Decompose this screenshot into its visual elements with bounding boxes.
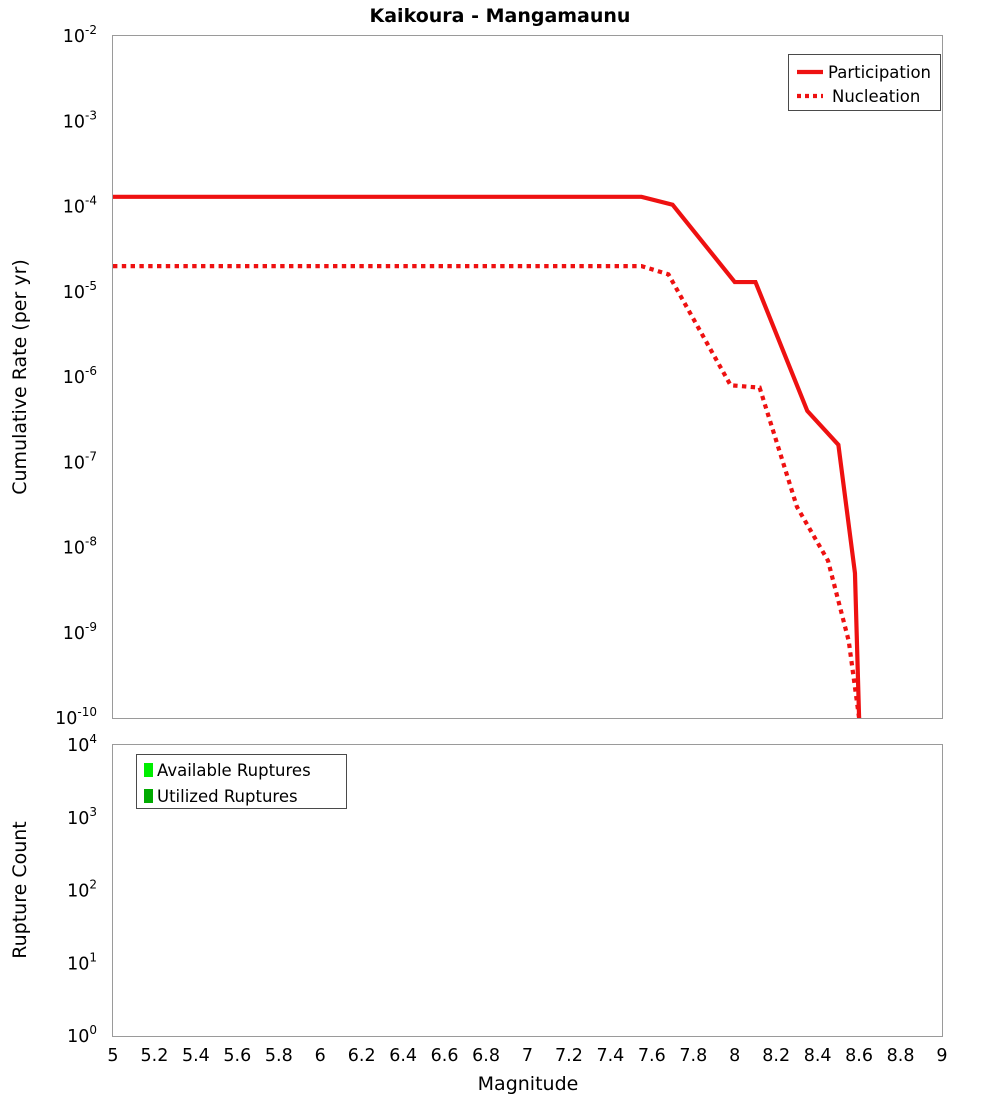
x-tick-label: 9 (936, 1046, 947, 1066)
x-tick-label: 8.8 (887, 1046, 915, 1066)
top-plot-frame (113, 36, 943, 719)
top-legend: Participation Nucleation (789, 55, 941, 111)
x-tick-label: 5 (107, 1046, 118, 1066)
x-axis-label: Magnitude (478, 1073, 579, 1095)
figure-container: Kaikoura - Mangamaunu 10-210-310-410-510… (0, 0, 1000, 1100)
chart-title: Kaikoura - Mangamaunu (370, 5, 631, 27)
top-y-axis-label: Cumulative Rate (per yr) (9, 259, 31, 495)
bottom-legend: Available Ruptures Utilized Ruptures (137, 755, 347, 809)
legend-label-nucleation: Nucleation (832, 87, 920, 106)
x-tick-label: 5.8 (265, 1046, 293, 1066)
legend-label-utilized-ruptures: Utilized Ruptures (157, 787, 298, 806)
x-tick-label: 8.6 (845, 1046, 873, 1066)
x-tick-label: 5.6 (223, 1046, 251, 1066)
legend-swatch-utilized-ruptures (144, 789, 153, 803)
x-tick-label: 7.8 (679, 1046, 707, 1066)
x-tick-labels: 5 5.2 5.4 5.6 5.8 6 6.2 6.4 6.6 6.8 7 7.2 7.4 7.6 7.8 8… (107, 1046, 947, 1066)
x-tick-label: 6.6 (431, 1046, 459, 1066)
x-tick-label: 6.8 (472, 1046, 500, 1066)
x-tick-label: 6 (315, 1046, 326, 1066)
x-tick-label: 6.4 (389, 1046, 417, 1066)
legend-label-participation: Participation (828, 63, 931, 82)
top-panel: 10-210-310-410-510-610-710-810-910-10 Cu… (9, 23, 943, 729)
bottom-y-axis-label: Rupture Count (9, 821, 31, 959)
x-tick-label: 8.4 (804, 1046, 832, 1066)
x-tick-label: 8.2 (762, 1046, 790, 1066)
x-tick-label: 8 (729, 1046, 740, 1066)
x-tick-label: 5.4 (182, 1046, 210, 1066)
chart-svg: Kaikoura - Mangamaunu 10-210-310-410-510… (0, 0, 1000, 1100)
legend-swatch-available-ruptures (144, 763, 153, 777)
x-tick-label: 7.4 (596, 1046, 624, 1066)
x-tick-label: 7.6 (638, 1046, 666, 1066)
x-tick-label: 7 (522, 1046, 533, 1066)
legend-label-available-ruptures: Available Ruptures (157, 761, 311, 780)
x-tick-label: 6.2 (348, 1046, 376, 1066)
x-tick-label: 5.2 (141, 1046, 169, 1066)
x-tick-label: 7.2 (555, 1046, 583, 1066)
